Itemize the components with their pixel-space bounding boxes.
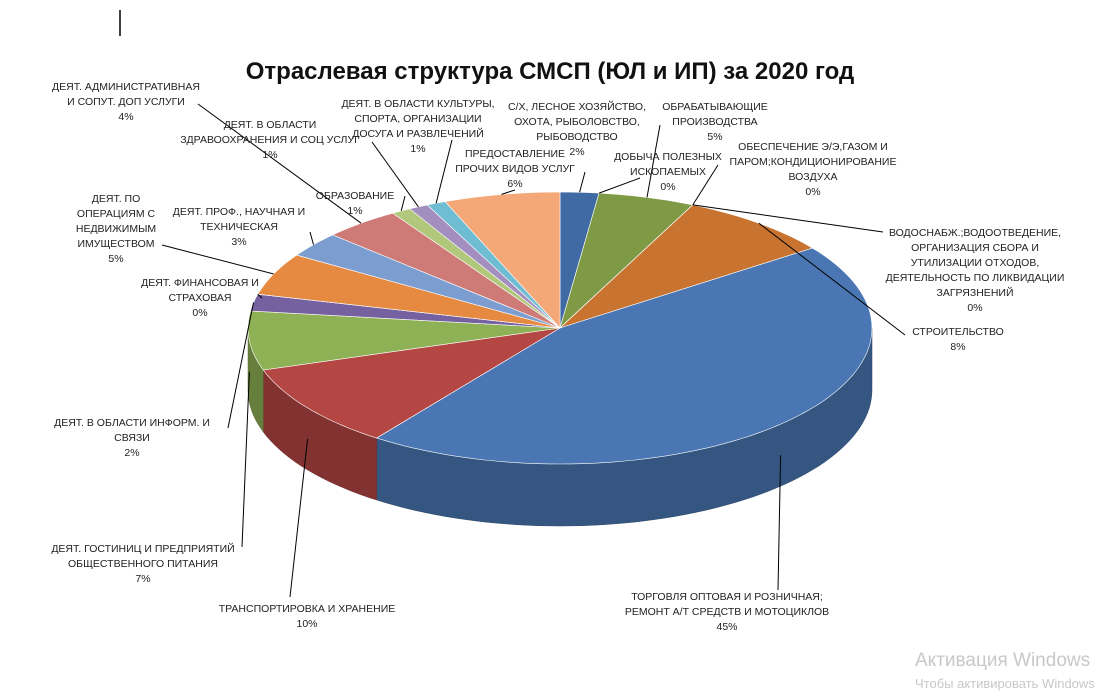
category-label: ДЕЯТ. ГОСТИНИЦ И ПРЕДПРИЯТИЙ ОБЩЕСТВЕННО… xyxy=(51,543,235,570)
value-label: 0% xyxy=(805,186,821,198)
value-label: 6% xyxy=(507,178,523,190)
leader-line xyxy=(161,244,274,275)
slice xyxy=(559,204,814,329)
category-label: ДЕЯТ. ПО ОПЕРАЦИЯМ С НЕДВИЖИМЫМ ИМУЩЕСТВ… xyxy=(75,193,157,250)
category-label: ОБРАЗОВАНИЕ xyxy=(315,190,395,202)
slice xyxy=(375,247,873,465)
value-label: 0% xyxy=(967,302,983,314)
value-label: 2% xyxy=(569,146,585,158)
leader-line xyxy=(309,231,314,245)
slice xyxy=(262,327,561,439)
data-label: СТРОИТЕЛЬСТВО 8% xyxy=(898,325,1018,355)
data-label: ДЕЯТ. АДМИНИСТРАТИВНАЯ И СОПУТ. ДОП УСЛУ… xyxy=(51,80,201,125)
data-label: ДЕЯТ. ПРОФ., НАУЧНАЯ И ТЕХНИЧЕСКАЯ 3% xyxy=(164,205,314,250)
data-label: ПРЕДОСТАВЛЕНИЕ ПРОЧИХ ВИДОВ УСЛУГ 6% xyxy=(445,147,585,192)
leader-line xyxy=(501,189,516,195)
value-label: 5% xyxy=(108,253,124,265)
data-label: ОБРАЗОВАНИЕ 1% xyxy=(305,189,405,219)
leader-line xyxy=(598,177,641,194)
data-label: С/Х, ЛЕСНОЕ ХОЗЯЙСТВО, ОХОТА, РЫБОЛОВСТВ… xyxy=(502,100,652,160)
data-label: ТРАНСПОРТИРОВКА И ХРАНЕНИЕ 10% xyxy=(207,602,407,632)
watermark-title: Активация Windows xyxy=(915,650,1091,671)
category-label: СТРОИТЕЛЬСТВО xyxy=(912,326,1004,338)
data-label: ДЕЯТ. В ОБЛАСТИ ИНФОРМ. И СВЯЗИ 2% xyxy=(42,416,222,461)
category-label: ТРАНСПОРТИРОВКА И ХРАНЕНИЕ xyxy=(218,603,396,615)
value-label: 3% xyxy=(231,236,247,248)
data-label: ДЕЯТ. ПО ОПЕРАЦИЯМ С НЕДВИЖИМЫМ ИМУЩЕСТВ… xyxy=(61,192,171,267)
value-label: 4% xyxy=(118,111,134,123)
category-label: ДЕЯТ. ФИНАНСОВАЯ И СТРАХОВАЯ xyxy=(141,277,259,304)
leader-line xyxy=(400,195,406,212)
data-label: ДЕЯТ. В ОБЛАСТИ ЗДРАВООХРАНЕНИЯ И СОЦ УС… xyxy=(175,118,365,163)
leader-line xyxy=(435,139,453,204)
value-label: 5% xyxy=(707,131,723,143)
value-label: 1% xyxy=(347,205,363,217)
data-label: ДЕЯТ. ГОСТИНИЦ И ПРЕДПРИЯТИЙ ОБЩЕСТВЕННО… xyxy=(43,542,243,587)
slice xyxy=(247,310,561,371)
data-label: ДЕЯТ. ФИНАНСОВАЯ И СТРАХОВАЯ 0% xyxy=(130,276,270,321)
watermark: Активация Windows Чтобы активировать Win… xyxy=(915,650,1095,691)
category-label: ДЕЯТ. ПРОФ., НАУЧНАЯ И ТЕХНИЧЕСКАЯ xyxy=(172,206,306,233)
value-label: 8% xyxy=(950,341,966,353)
leader-line xyxy=(692,164,719,206)
category-label: ОБРАБАТЫВАЮЩИЕ ПРОИЗВОДСТВА xyxy=(662,101,768,128)
value-label: 1% xyxy=(262,149,278,161)
value-label: 0% xyxy=(192,307,208,319)
category-label: ДЕЯТ. В ОБЛАСТИ КУЛЬТУРЫ, СПОРТА, ОРГАНИ… xyxy=(341,98,495,140)
watermark-subtitle: Чтобы активировать Windows xyxy=(915,676,1095,691)
data-label: ОБРАБАТЫВАЮЩИЕ ПРОИЗВОДСТВА 5% xyxy=(655,100,775,145)
category-label: ДЕЯТ. В ОБЛАСТИ ИНФОРМ. И СВЯЗИ xyxy=(54,417,210,444)
leader-line xyxy=(227,302,254,429)
leader-line xyxy=(289,438,309,598)
data-label: ВОДОСНАБЖ.;ВОДООТВЕДЕНИЕ, ОРГАНИЗАЦИЯ СБ… xyxy=(880,226,1070,316)
data-label: ДЕЯТ. В ОБЛАСТИ КУЛЬТУРЫ, СПОРТА, ОРГАНИ… xyxy=(333,97,503,157)
leader-line xyxy=(758,222,906,336)
category-label: ДОБЫЧА ПОЛЕЗНЫХ ИСКОПАЕМЫХ xyxy=(614,151,722,178)
category-label: ПРЕДОСТАВЛЕНИЕ ПРОЧИХ ВИДОВ УСЛУГ xyxy=(455,148,575,175)
value-label: 7% xyxy=(135,573,151,585)
category-label: ТОРГОВЛЯ ОПТОВАЯ И РОЗНИЧНАЯ; РЕМОНТ А/Т… xyxy=(624,591,830,618)
category-label: С/Х, ЛЕСНОЕ ХОЗЯЙСТВО, ОХОТА, РЫБОЛОВСТВ… xyxy=(507,101,647,143)
leader-line xyxy=(692,204,884,233)
value-label: 1% xyxy=(410,143,426,155)
data-label: ОБЕСПЕЧЕНИЕ Э/Э,ГАЗОМ И ПАРОМ;КОНДИЦИОНИ… xyxy=(723,140,903,200)
data-label: ДОБЫЧА ПОЛЕЗНЫХ ИСКОПАЕМЫХ 0% xyxy=(608,150,728,195)
value-label: 2% xyxy=(124,447,140,459)
value-label: 0% xyxy=(660,181,676,193)
value-label: 45% xyxy=(716,621,738,633)
leader-line xyxy=(646,124,661,198)
leader-line xyxy=(241,371,250,548)
category-label: ОБЕСПЕЧЕНИЕ Э/Э,ГАЗОМ И ПАРОМ;КОНДИЦИОНИ… xyxy=(729,141,897,183)
value-label: 10% xyxy=(296,618,318,630)
leader-line xyxy=(777,455,782,591)
chart-title: Отраслевая структура СМСП (ЮЛ и ИП) за 2… xyxy=(245,58,855,85)
category-label: ДЕЯТ. В ОБЛАСТИ ЗДРАВООХРАНЕНИЯ И СОЦ УС… xyxy=(180,119,360,146)
leader-line xyxy=(197,103,362,224)
leader-line xyxy=(371,141,419,208)
category-label: ДЕЯТ. АДМИНИСТРАТИВНАЯ И СОПУТ. ДОП УСЛУ… xyxy=(52,81,200,108)
leader-line xyxy=(579,171,586,193)
leader-line xyxy=(257,293,263,299)
data-label: ТОРГОВЛЯ ОПТОВАЯ И РОЗНИЧНАЯ; РЕМОНТ А/Т… xyxy=(617,590,837,635)
category-label: ВОДОСНАБЖ.;ВОДООТВЕДЕНИЕ, ОРГАНИЗАЦИЯ СБ… xyxy=(885,227,1065,299)
